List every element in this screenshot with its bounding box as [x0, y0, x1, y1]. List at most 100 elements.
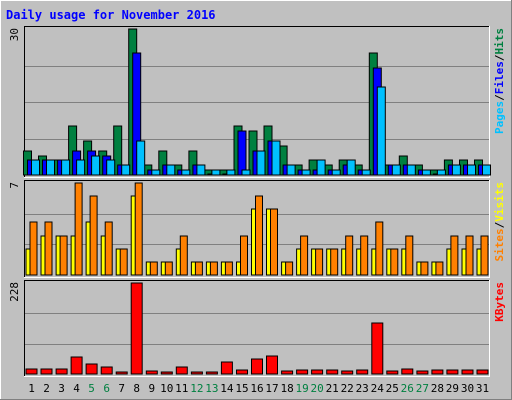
- y-max-label-kbytes: 228: [8, 282, 21, 302]
- bar-pages-day-28: [436, 169, 446, 176]
- bar-pages-day-7: [121, 164, 131, 176]
- bar-sites-day-4: [74, 182, 83, 276]
- x-tick-label-day-13: 13: [205, 382, 218, 395]
- bar-pages-day-21: [331, 169, 341, 176]
- bar-pages-day-30: [467, 164, 476, 176]
- legend-separator: /: [493, 94, 506, 101]
- x-tick-label-day-21: 21: [326, 382, 339, 395]
- bar-sites-day-20: [315, 248, 324, 276]
- bar-pages-day-27: [421, 169, 431, 176]
- x-tick-label-day-28: 28: [431, 382, 444, 395]
- bar-pages-day-31: [482, 164, 491, 176]
- x-tick-label-day-6: 6: [103, 382, 110, 395]
- bar-sites-day-17: [270, 208, 278, 276]
- bar-pages-day-3: [61, 159, 71, 176]
- bar-pages-day-29: [451, 164, 461, 176]
- bar-sites-day-13: [209, 261, 218, 276]
- bar-kbytes-day-18: [281, 370, 294, 375]
- bar-pages-day-25: [391, 164, 401, 176]
- bar-sites-day-16: [255, 195, 263, 276]
- bar-pages-day-17: [271, 140, 281, 176]
- bar-sites-day-9: [149, 261, 158, 276]
- x-tick-label-day-10: 10: [160, 382, 173, 395]
- bar-kbytes-day-16: [251, 358, 263, 375]
- bar-pages-day-4: [76, 159, 86, 176]
- bar-sites-day-30: [465, 235, 474, 276]
- x-tick-label-day-9: 9: [148, 382, 155, 395]
- x-tick-label-day-11: 11: [175, 382, 188, 395]
- bar-sites-day-7: [119, 248, 128, 276]
- x-tick-label-day-24: 24: [371, 382, 385, 395]
- bar-pages-day-9: [151, 169, 161, 176]
- bar-sites-day-3: [59, 235, 68, 276]
- bar-pages-day-26: [406, 164, 416, 176]
- bar-sites-day-1: [29, 221, 38, 276]
- x-tick-label-day-25: 25: [386, 382, 399, 395]
- x-tick-label-day-18: 18: [280, 382, 293, 395]
- bar-kbytes-day-22: [341, 370, 354, 375]
- bar-kbytes-day-7: [115, 371, 128, 375]
- bar-sites-day-5: [89, 195, 98, 276]
- bar-pages-day-14: [226, 169, 236, 176]
- bar-sites-day-14: [224, 261, 233, 276]
- legend-separator: /: [493, 221, 506, 228]
- bar-kbytes-day-12: [190, 371, 203, 375]
- bar-sites-day-28: [435, 261, 444, 276]
- bar-sites-day-2: [44, 221, 53, 276]
- x-tick-label-day-4: 4: [73, 382, 80, 395]
- x-tick-label-day-20: 20: [310, 382, 323, 395]
- bar-sites-day-27: [420, 261, 429, 276]
- y-max-label-visits_sites: 7: [8, 182, 21, 189]
- bar-sites-day-15: [240, 235, 248, 276]
- bar-pages-day-11: [181, 169, 191, 176]
- bar-kbytes-day-15: [236, 369, 248, 375]
- legend-kbytes: KBytes: [493, 282, 506, 322]
- bar-pages-day-5: [91, 155, 101, 176]
- bar-kbytes-day-6: [100, 366, 113, 375]
- x-tick-label-day-2: 2: [43, 382, 50, 395]
- legend-label-hits: Hits: [493, 28, 506, 55]
- x-tick-label-day-7: 7: [118, 382, 125, 395]
- x-tick-label-day-14: 14: [220, 382, 234, 395]
- panel-visits_sites: 7 Sites/Visits: [8, 180, 506, 278]
- panel-kbytes: 228 KBytes: [8, 280, 506, 377]
- x-tick-label-day-15: 15: [235, 382, 248, 395]
- legend-visits_sites: Sites/Visits: [493, 182, 506, 262]
- bar-kbytes-day-3: [55, 368, 68, 375]
- bar-sites-day-18: [285, 261, 294, 276]
- bar-pages-day-8: [136, 140, 146, 176]
- bar-kbytes-day-2: [40, 368, 53, 375]
- legend-label-visits: Visits: [493, 182, 506, 222]
- bar-pages-day-13: [211, 169, 221, 176]
- x-tick-label-day-22: 22: [341, 382, 354, 395]
- chart-title: Daily usage for November 2016: [6, 8, 216, 22]
- x-tick-label-day-12: 12: [190, 382, 203, 395]
- bar-kbytes-day-5: [85, 363, 98, 375]
- bar-sites-day-19: [300, 235, 309, 276]
- bar-pages-day-20: [316, 159, 326, 176]
- bar-sites-day-6: [104, 221, 113, 276]
- bar-kbytes-day-14: [220, 361, 233, 375]
- bar-kbytes-day-13: [205, 371, 218, 375]
- x-tick-label-day-26: 26: [401, 382, 414, 395]
- bar-pages-day-1: [31, 159, 40, 176]
- bar-kbytes-day-23: [356, 369, 369, 375]
- bar-pages-day-19: [301, 169, 311, 176]
- legend-hits_files_pages: Pages/Files/Hits: [493, 28, 506, 134]
- x-tick-label-day-23: 23: [356, 382, 369, 395]
- x-tick-label-day-29: 29: [446, 382, 459, 395]
- bar-kbytes-day-28: [431, 369, 444, 375]
- legend-separator: /: [493, 54, 506, 61]
- bar-kbytes-day-19: [296, 369, 309, 375]
- x-tick-label-day-17: 17: [265, 382, 278, 395]
- bar-kbytes-day-24: [371, 322, 384, 375]
- bar-pages-day-15: [241, 169, 251, 176]
- bar-pages-day-22: [346, 159, 356, 176]
- bar-kbytes-day-1: [25, 368, 38, 375]
- x-tick-label-day-16: 16: [250, 382, 263, 395]
- bar-kbytes-day-10: [160, 371, 173, 375]
- bar-kbytes-day-25: [386, 370, 399, 375]
- bar-sites-day-31: [480, 235, 489, 276]
